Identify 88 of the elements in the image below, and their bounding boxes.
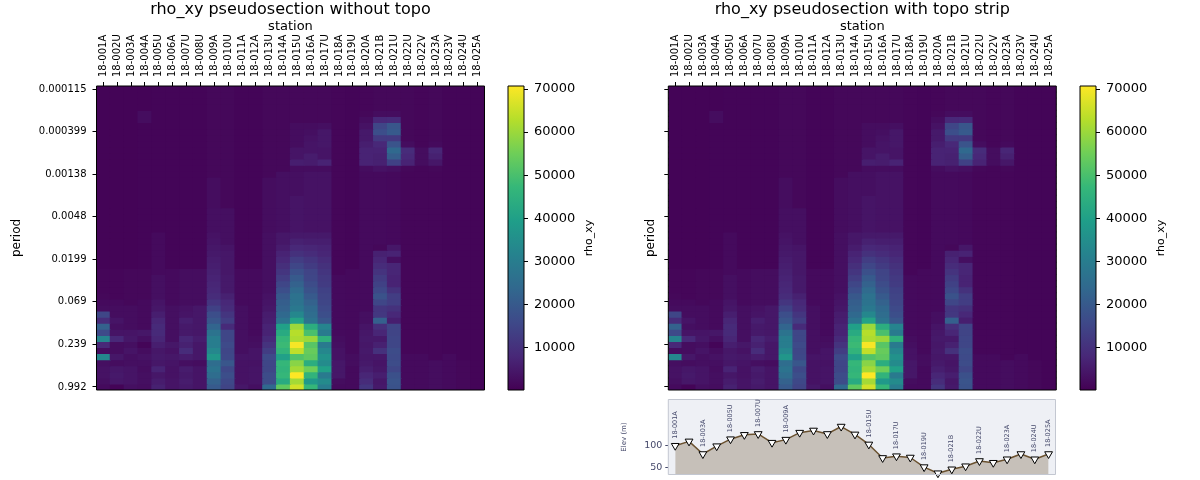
x-tick-label: 18-006A	[738, 34, 750, 77]
y-axis-title: period	[9, 218, 24, 258]
x-tick-label: 18-002U	[682, 34, 694, 77]
x-tick-label: 18-007U	[751, 34, 763, 77]
x-tick-label: 18-008U	[194, 34, 206, 77]
x-tick-label: 18-023A	[1001, 34, 1013, 77]
x-tick-label: 18-022U	[401, 34, 413, 77]
color-bar-label: 60000	[534, 123, 576, 139]
x-tick-label: 18-016A	[304, 34, 316, 77]
color-bar-label: 40000	[534, 209, 576, 225]
x-tick-label: 18-025A	[1042, 34, 1054, 77]
x-tick-label: 18-015U	[862, 34, 874, 77]
y-tick-label: 0.000399	[38, 125, 87, 137]
x-tick-label: 18-009A	[779, 34, 791, 77]
color-bar-label: 20000	[534, 295, 576, 311]
x-tick-label: 18-021B	[374, 34, 386, 77]
chart-title: rho_xy pseudosection with topo strip	[714, 0, 1010, 19]
x-tick-label: 18-024U	[457, 34, 469, 77]
x-axis-title: station	[268, 18, 313, 34]
color-bar-label: 30000	[1106, 252, 1148, 268]
x-tick-label: 18-022V	[415, 34, 427, 77]
color-bar-label: 20000	[1106, 295, 1148, 311]
x-tick-label: 18-010U	[793, 34, 805, 77]
y-tick-label: 0.992	[57, 380, 87, 392]
x-tick-label: 18-012A	[249, 34, 261, 77]
x-tick-label: 18-023V	[443, 34, 455, 77]
x-tick-label: 18-014A	[848, 34, 860, 77]
x-tick-label: 18-007U	[180, 34, 192, 77]
x-tick-label: 18-017U	[890, 34, 902, 77]
x-tick-label: 18-005U	[724, 34, 736, 77]
y-axis-title: period	[643, 218, 658, 258]
y-tick-label: 0.069	[57, 295, 87, 307]
x-tick-label: 18-001A	[97, 34, 109, 77]
x-tick-label: 18-009A	[207, 34, 219, 77]
color-bar-label: 10000	[1106, 338, 1148, 354]
color-bar-label: 40000	[1106, 209, 1148, 225]
x-tick-label: 18-013U	[263, 34, 275, 77]
x-tick-label: 18-025A	[471, 34, 483, 77]
x-tick-label: 18-004A	[710, 34, 722, 77]
x-tick-label: 18-019U	[346, 34, 358, 77]
x-tick-label: 18-017U	[318, 34, 330, 77]
color-bar-label: 70000	[534, 80, 576, 96]
x-tick-label: 18-024U	[1029, 34, 1041, 77]
x-tick-label: 18-011A	[807, 34, 819, 77]
color-bar-title: rho_xy	[582, 219, 596, 257]
x-tick-label: 18-003A	[696, 34, 708, 77]
x-tick-label: 18-021U	[388, 34, 400, 77]
y-tick-label: 0.000115	[38, 82, 87, 94]
color-bar-label: 30000	[534, 252, 576, 268]
x-tick-label: 18-019U	[918, 34, 930, 77]
x-tick-label: 18-022U	[973, 34, 985, 77]
y-tick-label: 0.239	[57, 337, 87, 349]
color-bar-label: 70000	[1106, 80, 1148, 96]
y-tick-label: 100	[644, 438, 663, 450]
x-tick-label: 18-002U	[110, 34, 122, 77]
x-tick-label: 18-005U	[152, 34, 164, 77]
x-tick-label: 18-021U	[959, 34, 971, 77]
x-tick-label: 18-020A	[360, 34, 372, 77]
x-tick-label: 18-006A	[166, 34, 178, 77]
color-bar-label: 50000	[1106, 166, 1148, 182]
x-tick-label: 18-023V	[1015, 34, 1027, 77]
x-tick-label: 18-015U	[291, 34, 303, 77]
x-tick-label: 18-013U	[835, 34, 847, 77]
chart-title: rho_xy pseudosection without topo	[150, 0, 431, 19]
color-bar-label: 10000	[534, 338, 576, 354]
x-tick-label: 18-001A	[668, 34, 680, 77]
color-bar-label: 50000	[534, 166, 576, 182]
x-tick-label: 18-021B	[945, 34, 957, 77]
x-tick-label: 18-012A	[821, 34, 833, 77]
x-tick-label: 18-004A	[138, 34, 150, 77]
x-tick-label: 18-003A	[124, 34, 136, 77]
y-tick-label: 0.00138	[45, 167, 87, 179]
x-tick-label: 18-018A	[904, 34, 916, 77]
color-bar-label: 60000	[1106, 123, 1148, 139]
x-tick-label: 18-010U	[221, 34, 233, 77]
x-tick-label: 18-016A	[876, 34, 888, 77]
x-tick-label: 18-022V	[987, 34, 999, 77]
x-tick-label: 18-023A	[429, 34, 441, 77]
y-tick-label: 0.0199	[51, 252, 87, 264]
x-tick-label: 18-014A	[277, 34, 289, 77]
color-bar-title: rho_xy	[1153, 219, 1167, 257]
y-tick-label: 0.0048	[51, 210, 87, 222]
x-tick-label: 18-008U	[765, 34, 777, 77]
y-tick-label: 50	[650, 460, 663, 472]
x-tick-label: 18-020A	[932, 34, 944, 77]
x-axis-title: station	[839, 18, 885, 34]
x-tick-label: 18-018A	[332, 34, 344, 77]
x-tick-label: 18-011A	[235, 34, 247, 77]
